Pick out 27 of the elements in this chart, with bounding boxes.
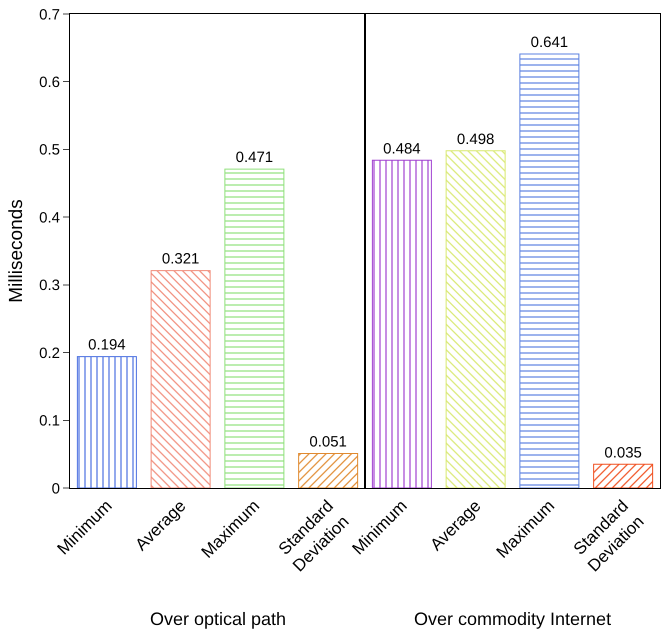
bar <box>446 150 506 488</box>
x-axis-title: Over optical path <box>150 609 286 629</box>
bar <box>372 160 432 488</box>
bar <box>76 356 137 488</box>
data-label: 0.641 <box>530 34 568 51</box>
y-tick-label: 0.1 <box>39 412 60 430</box>
y-tick-label: 0.7 <box>39 6 60 24</box>
bar <box>150 270 211 488</box>
y-tick-label: 0 <box>52 480 60 498</box>
data-label: 0.498 <box>456 130 494 148</box>
data-label: 0.194 <box>88 336 126 354</box>
x-axis-title: Over commodity Internet <box>414 609 612 629</box>
bar <box>224 168 284 488</box>
y-tick-label: 0.5 <box>39 142 60 159</box>
data-label: 0.484 <box>383 140 421 158</box>
y-tick-label: 0.4 <box>39 209 60 226</box>
data-label: 0.471 <box>236 149 274 166</box>
data-label: 0.321 <box>162 250 200 268</box>
bar <box>519 53 580 488</box>
y-tick-label: 0.3 <box>39 277 60 294</box>
y-axis-title: Milliseconds <box>6 199 27 303</box>
y-tick-label: 0.6 <box>39 74 60 91</box>
y-tick-label: 0.2 <box>39 344 60 362</box>
bar <box>593 464 654 488</box>
bar <box>298 452 358 488</box>
data-label: 0.035 <box>604 444 642 462</box>
data-label: 0.051 <box>309 433 347 450</box>
